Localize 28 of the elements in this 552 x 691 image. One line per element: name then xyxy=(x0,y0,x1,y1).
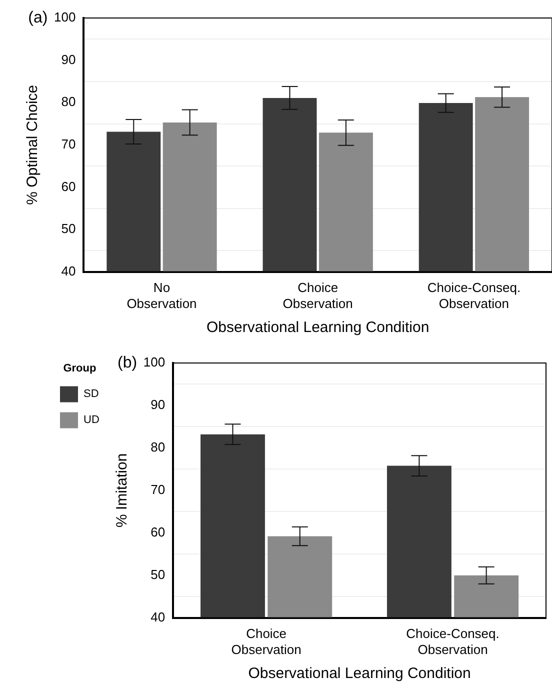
y-tick-label: 60 xyxy=(61,178,76,194)
text: (a) xyxy=(28,9,48,26)
y-tick-label: 100 xyxy=(143,354,166,370)
y-axis-title: % Optimal Choice xyxy=(24,84,42,205)
y-tick-label: 80 xyxy=(150,440,166,455)
y-tick-label: 70 xyxy=(150,482,166,497)
x-tick-label: Choice-Conseq. Observation xyxy=(406,626,500,657)
x-tick-label: No Observation xyxy=(126,280,197,311)
y-tick-label: 90 xyxy=(150,397,166,412)
legend-label: UD xyxy=(84,414,100,426)
legend-title: Group xyxy=(63,362,96,375)
y-tick-label: 40 xyxy=(61,263,76,278)
legend-label: SD xyxy=(84,388,99,400)
y-tick-label: 50 xyxy=(150,566,166,582)
x-tick-label: Choice Observation xyxy=(282,280,353,311)
y-tick-label: 70 xyxy=(61,136,76,152)
y-tick-label: 90 xyxy=(61,52,76,67)
y-tick-label: 100 xyxy=(54,10,76,25)
y-tick-label: 80 xyxy=(61,94,76,110)
x-axis-title: Observational Learning Condition xyxy=(248,665,471,682)
text: (b) xyxy=(118,354,138,372)
x-tick-label: Choice-Conseq. Observation xyxy=(427,280,521,311)
y-axis-title: % Imitation xyxy=(114,453,131,528)
x-tick-label: Choice Observation xyxy=(231,626,302,657)
y-tick-label: 40 xyxy=(150,609,166,624)
y-tick-label: 60 xyxy=(150,524,166,540)
y-tick-label: 50 xyxy=(61,221,76,236)
x-axis-title: Observational Learning Condition xyxy=(206,319,430,336)
